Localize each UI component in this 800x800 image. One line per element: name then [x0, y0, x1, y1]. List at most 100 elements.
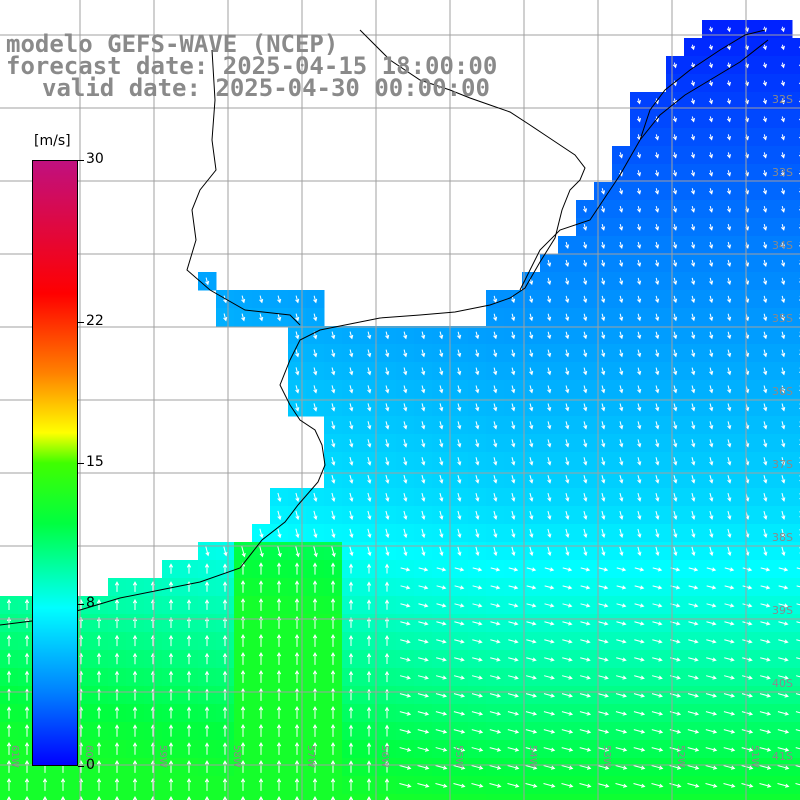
wind-arrow [651, 693, 663, 698]
wind-arrow [672, 152, 678, 159]
wind-cell [792, 74, 800, 93]
wind-arrow [637, 241, 642, 249]
wind-arrow [132, 634, 138, 647]
wind-arrow [637, 295, 642, 304]
wind-arrow [475, 349, 480, 358]
wind-arrow [634, 567, 645, 572]
colorbar-tick-label: 22 [86, 312, 104, 329]
wind-arrow [726, 80, 731, 87]
wind-arrow [168, 796, 174, 800]
wind-arrow [795, 765, 800, 768]
wind-cell [792, 452, 800, 471]
wind-arrow [313, 367, 318, 376]
colorbar-tick-label: 30 [86, 151, 104, 167]
wind-arrow [312, 742, 318, 755]
wind-arrow [312, 724, 318, 737]
wind-arrow [652, 585, 663, 590]
wind-arrow [652, 675, 663, 680]
wind-cell [792, 596, 800, 615]
wind-arrow [348, 634, 354, 646]
lon-label: 59W [157, 745, 168, 768]
wind-arrow [366, 599, 372, 610]
wind-arrow [295, 295, 300, 304]
wind-arrow [489, 729, 502, 734]
wind-arrow [583, 385, 588, 394]
wind-arrow [673, 475, 678, 484]
wind-arrow [294, 796, 300, 800]
wind-arrow [763, 313, 768, 322]
wind-arrow [726, 170, 732, 177]
wind-arrow [561, 783, 574, 788]
wind-arrow [655, 457, 660, 466]
wind-arrow [313, 403, 318, 412]
wind-arrow [366, 617, 372, 628]
wind-arrow [421, 403, 426, 412]
wind-arrow [547, 277, 552, 286]
wind-arrow [726, 98, 731, 105]
wind-arrow [132, 796, 138, 800]
wind-arrow [637, 546, 642, 557]
wind-arrow [777, 729, 790, 734]
wind-arrow [457, 349, 462, 358]
wind-arrow [636, 152, 642, 159]
wind-arrow [313, 349, 318, 358]
wind-arrow [706, 621, 717, 626]
wind-arrow [493, 331, 498, 340]
wind-cell [792, 578, 800, 597]
wind-arrow [222, 616, 228, 628]
wind-arrow [493, 439, 498, 448]
wind-arrow [417, 765, 430, 770]
wind-arrow [489, 747, 502, 752]
wind-arrow [687, 765, 700, 770]
wind-arrow [526, 603, 537, 608]
wind-arrow [583, 349, 588, 358]
wind-arrow [723, 729, 736, 734]
wind-arrow [673, 439, 678, 448]
wind-arrow [349, 349, 354, 358]
wind-arrow [741, 693, 753, 698]
wind-cell [792, 434, 800, 453]
wind-arrow [490, 585, 501, 590]
wind-arrow [258, 670, 264, 683]
wind-arrow [778, 603, 789, 608]
wind-arrow [493, 510, 498, 520]
wind-arrow [673, 493, 678, 502]
wind-arrow [688, 657, 699, 662]
wind-arrow [511, 421, 516, 430]
wind-arrow [493, 457, 498, 466]
wind-arrow [633, 747, 646, 752]
wind-arrow [619, 331, 624, 340]
wind-arrow [294, 562, 300, 575]
wind-cell [792, 524, 800, 543]
wind-arrow [42, 778, 48, 791]
wind-arrow [366, 742, 372, 755]
wind-arrow [651, 765, 664, 770]
wind-arrow [403, 349, 408, 358]
wind-arrow [418, 567, 429, 572]
wind-arrow [114, 581, 120, 592]
wind-arrow [330, 598, 336, 611]
wind-arrow [436, 585, 447, 590]
wind-arrow [96, 724, 102, 737]
wind-arrow [295, 367, 300, 376]
wind-arrow [726, 44, 731, 51]
wind-cell [792, 38, 800, 57]
wind-arrow [565, 241, 570, 249]
wind-arrow [204, 778, 210, 791]
wind-arrow [96, 742, 102, 755]
wind-arrow [259, 295, 264, 304]
wind-arrow [726, 26, 731, 33]
wind-arrow [330, 742, 336, 755]
wind-arrow [222, 599, 228, 610]
wind-arrow [223, 313, 228, 322]
wind-arrow [24, 598, 30, 611]
wind-arrow [403, 546, 408, 557]
wind-arrow [222, 796, 228, 800]
wind-arrow [618, 223, 624, 231]
wind-arrow [726, 206, 732, 213]
wind-arrow [132, 760, 138, 773]
wind-arrow [724, 603, 735, 608]
wind-arrow [258, 688, 264, 701]
wind-arrow [417, 711, 430, 716]
wind-arrow [508, 639, 519, 644]
